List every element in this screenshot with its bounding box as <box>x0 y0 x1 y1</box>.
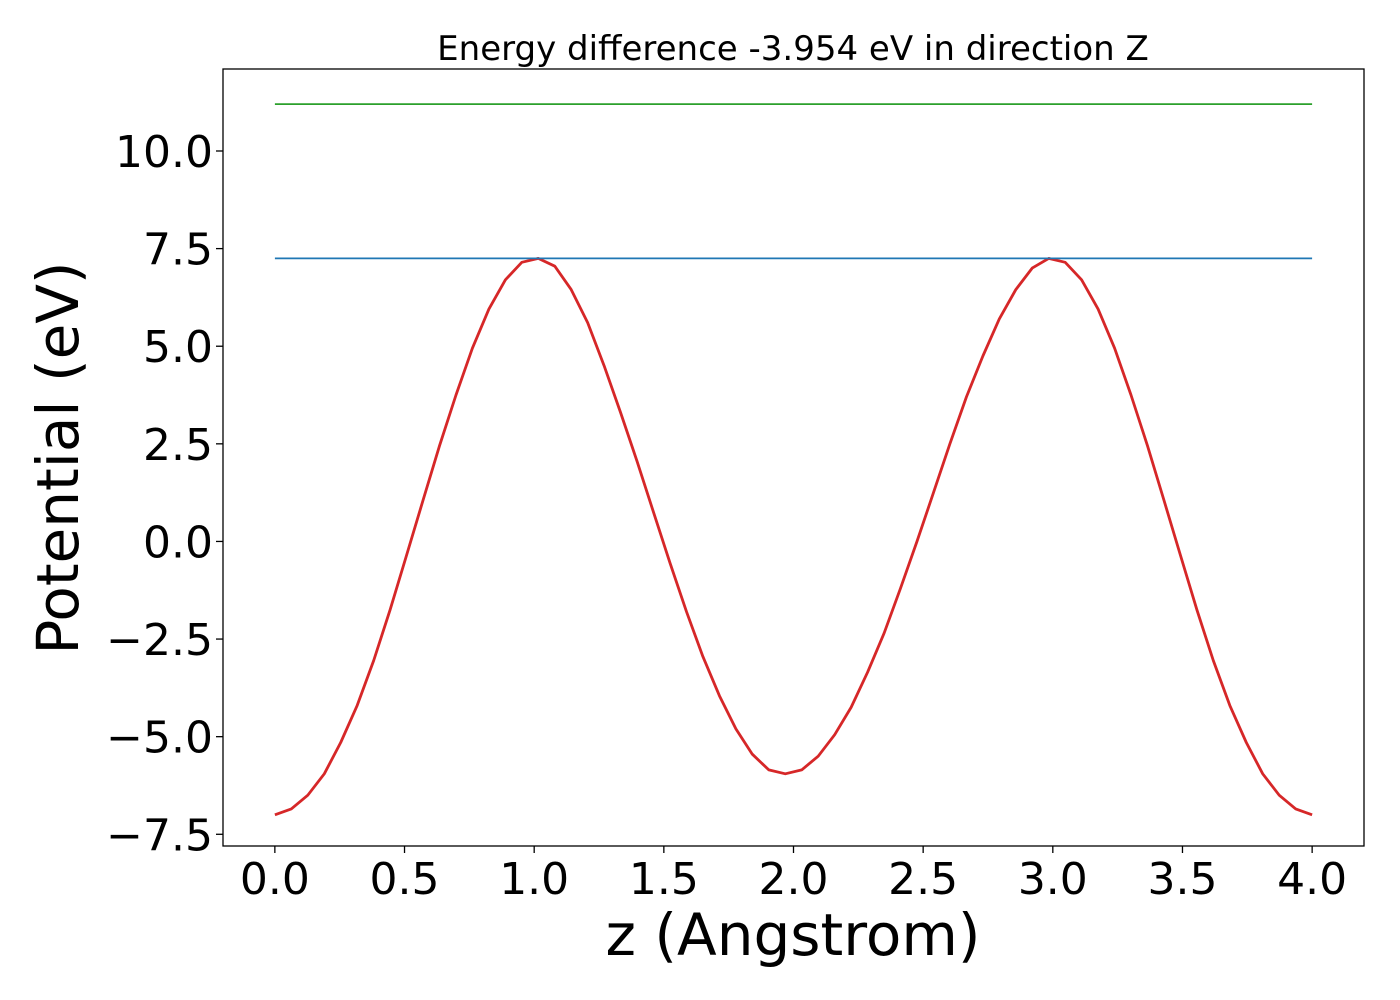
x-tick-label: 0.0 <box>240 854 310 905</box>
x-axis-label: z (Angstrom) <box>606 901 981 969</box>
y-tick-label: −5.0 <box>106 713 213 764</box>
y-axis-ticks: −7.5 −5.0 −2.5 0.0 2.5 5.0 7.5 10.0 <box>106 127 223 861</box>
y-tick-label: 10.0 <box>115 127 213 178</box>
x-tick-label: 3.0 <box>1018 854 1088 905</box>
y-tick-label: 2.5 <box>143 420 213 471</box>
chart-title: Energy difference -3.954 eV in direction… <box>437 29 1149 69</box>
y-tick-label: −2.5 <box>106 615 213 666</box>
y-tick-label: 7.5 <box>143 225 213 276</box>
x-tick-label: 1.5 <box>629 854 699 905</box>
series-line-0 <box>274 256 1313 817</box>
y-tick-label: −7.5 <box>106 810 213 861</box>
x-tick-label: 4.0 <box>1277 854 1347 905</box>
x-axis-ticks: 0.0 0.5 1.0 1.5 2.0 2.5 3.0 3.5 4.0 <box>240 846 1347 905</box>
x-tick-label: 3.5 <box>1147 854 1217 905</box>
plot-series-group <box>274 103 1313 817</box>
y-axis-label: Potential (eV) <box>24 261 92 654</box>
x-tick-label: 2.5 <box>888 854 958 905</box>
y-tick-label: 0.0 <box>143 517 213 568</box>
x-tick-label: 1.0 <box>499 854 569 905</box>
y-tick-label: 5.0 <box>143 322 213 373</box>
x-tick-label: 2.0 <box>759 854 829 905</box>
x-tick-label: 0.5 <box>370 854 440 905</box>
